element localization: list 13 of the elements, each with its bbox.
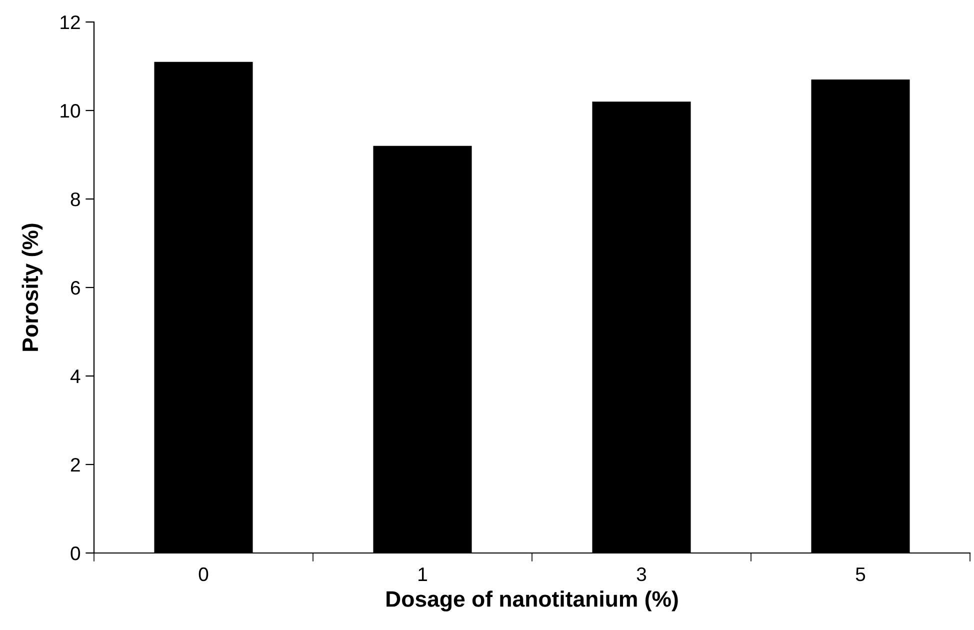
y-axis-title: Porosity (%) — [22, 224, 43, 351]
y-tick-label: 2 — [70, 458, 80, 472]
x-tick-label: 3 — [636, 567, 646, 582]
y-tick-label: 8 — [70, 192, 80, 206]
x-tick-label: 1 — [418, 568, 427, 581]
y-tick-label: 4 — [70, 370, 80, 384]
y-tick-label: 6 — [70, 280, 80, 295]
y-tick-label: 12 — [60, 15, 80, 30]
x-tick-label: 0 — [198, 567, 208, 582]
x-tick-label: 5 — [856, 568, 866, 582]
y-tick-label: 0 — [70, 546, 80, 560]
y-tick-label: 10 — [60, 104, 80, 118]
x-axis-title: Dosage of nanotitanium (%) — [386, 590, 678, 612]
